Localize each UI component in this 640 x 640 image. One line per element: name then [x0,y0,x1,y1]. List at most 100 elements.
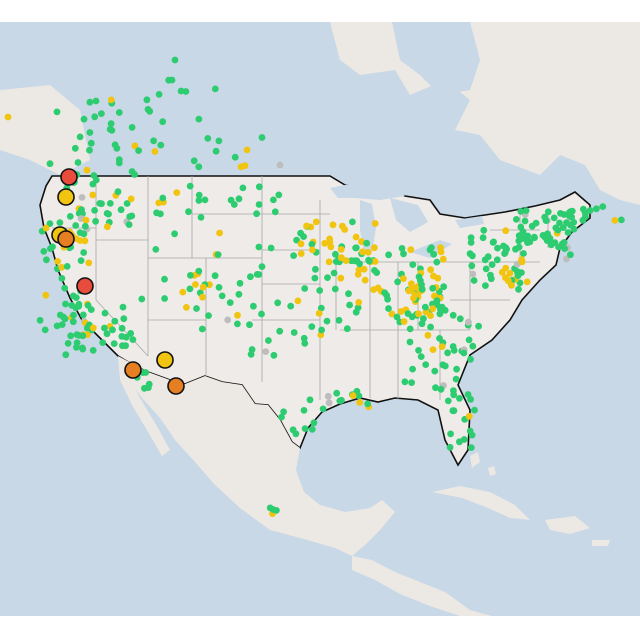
station-marker[interactable] [243,146,251,154]
station-marker[interactable] [337,254,345,262]
station-marker[interactable] [113,144,121,152]
station-marker[interactable] [429,284,437,292]
station-marker[interactable] [287,302,295,310]
station-marker[interactable] [255,183,263,191]
station-marker[interactable] [409,261,417,268]
station-marker[interactable] [560,239,568,246]
station-marker[interactable] [468,262,476,270]
station-marker[interactable] [171,56,179,64]
station-marker[interactable] [214,251,222,258]
station-marker[interactable] [466,250,474,258]
station-marker[interactable] [465,336,473,344]
station-marker[interactable] [118,324,126,332]
station-marker[interactable] [72,222,80,229]
station-marker[interactable] [63,263,71,270]
station-marker[interactable] [145,384,152,391]
station-marker[interactable] [437,385,445,393]
station-marker[interactable] [406,338,414,346]
station-marker[interactable] [120,315,128,323]
station-marker[interactable] [126,213,134,221]
station-marker[interactable] [385,305,392,312]
station-marker[interactable] [488,261,496,268]
station-marker[interactable] [345,290,352,298]
station-marker[interactable] [122,333,130,341]
station-marker[interactable] [78,206,85,214]
station-marker[interactable] [406,325,414,333]
station-marker[interactable] [301,285,309,292]
station-marker[interactable] [297,240,305,248]
station-marker[interactable] [255,271,263,278]
station-marker[interactable] [447,430,454,438]
station-marker[interactable] [187,272,194,279]
station-marker[interactable] [331,285,339,293]
station-marker[interactable] [127,330,135,337]
station-marker[interactable] [91,113,99,121]
station-marker[interactable] [427,266,434,274]
station-marker[interactable] [258,310,265,318]
station-marker[interactable] [514,272,522,280]
station-marker[interactable] [190,157,198,165]
station-marker[interactable] [195,163,203,171]
station-marker[interactable] [482,265,490,273]
station-marker[interactable] [211,85,219,93]
station-marker[interactable] [312,218,320,226]
station-marker[interactable] [438,343,446,350]
station-marker[interactable] [407,246,415,254]
station-marker[interactable] [339,222,346,230]
station-marker[interactable] [114,188,122,196]
station-marker[interactable] [300,407,308,414]
station-marker[interactable] [359,248,366,256]
station-marker[interactable] [325,399,333,407]
station-marker[interactable] [89,347,97,354]
station-marker[interactable] [525,238,533,246]
station-marker[interactable] [199,283,207,291]
station-marker[interactable] [530,233,538,241]
station-marker[interactable] [494,244,501,252]
station-marker[interactable] [432,384,439,392]
station-marker[interactable] [146,107,154,115]
station-marker[interactable] [107,96,115,104]
station-marker[interactable] [195,191,203,199]
station-marker[interactable] [421,303,429,311]
station-marker[interactable] [80,249,88,256]
station-marker[interactable] [123,200,131,207]
station-marker[interactable] [433,258,441,266]
station-marker[interactable] [111,317,119,325]
station-marker[interactable] [415,310,422,318]
station-marker[interactable] [75,332,83,339]
station-marker[interactable] [397,308,405,315]
station-marker[interactable] [324,274,331,281]
station-marker[interactable] [449,311,457,319]
alert-station-marker[interactable] [124,361,142,379]
station-marker[interactable] [335,316,343,324]
station-marker[interactable] [429,346,437,353]
station-marker[interactable] [86,129,94,136]
station-marker[interactable] [297,229,304,237]
station-marker[interactable] [41,326,49,334]
station-marker[interactable] [316,287,324,294]
station-marker[interactable] [173,189,181,197]
station-marker[interactable] [129,336,137,343]
station-marker[interactable] [408,379,415,386]
station-marker[interactable] [582,213,589,221]
station-marker[interactable] [235,290,243,298]
station-marker[interactable] [212,147,220,155]
station-marker[interactable] [270,351,278,359]
station-marker[interactable] [216,229,224,237]
station-marker[interactable] [352,244,360,252]
station-marker[interactable] [255,243,263,251]
station-marker[interactable] [98,110,105,117]
station-marker[interactable] [42,224,50,232]
station-marker[interactable] [185,208,192,216]
station-marker[interactable] [400,250,407,258]
station-marker[interactable] [205,312,212,319]
station-marker[interactable] [215,284,223,291]
station-marker[interactable] [131,142,139,150]
station-marker[interactable] [310,419,318,427]
station-marker[interactable] [430,250,438,258]
alert-station-marker[interactable] [156,351,174,369]
station-marker[interactable] [532,219,540,227]
station-marker[interactable] [337,246,345,253]
station-marker[interactable] [278,413,285,421]
station-marker[interactable] [330,269,338,277]
